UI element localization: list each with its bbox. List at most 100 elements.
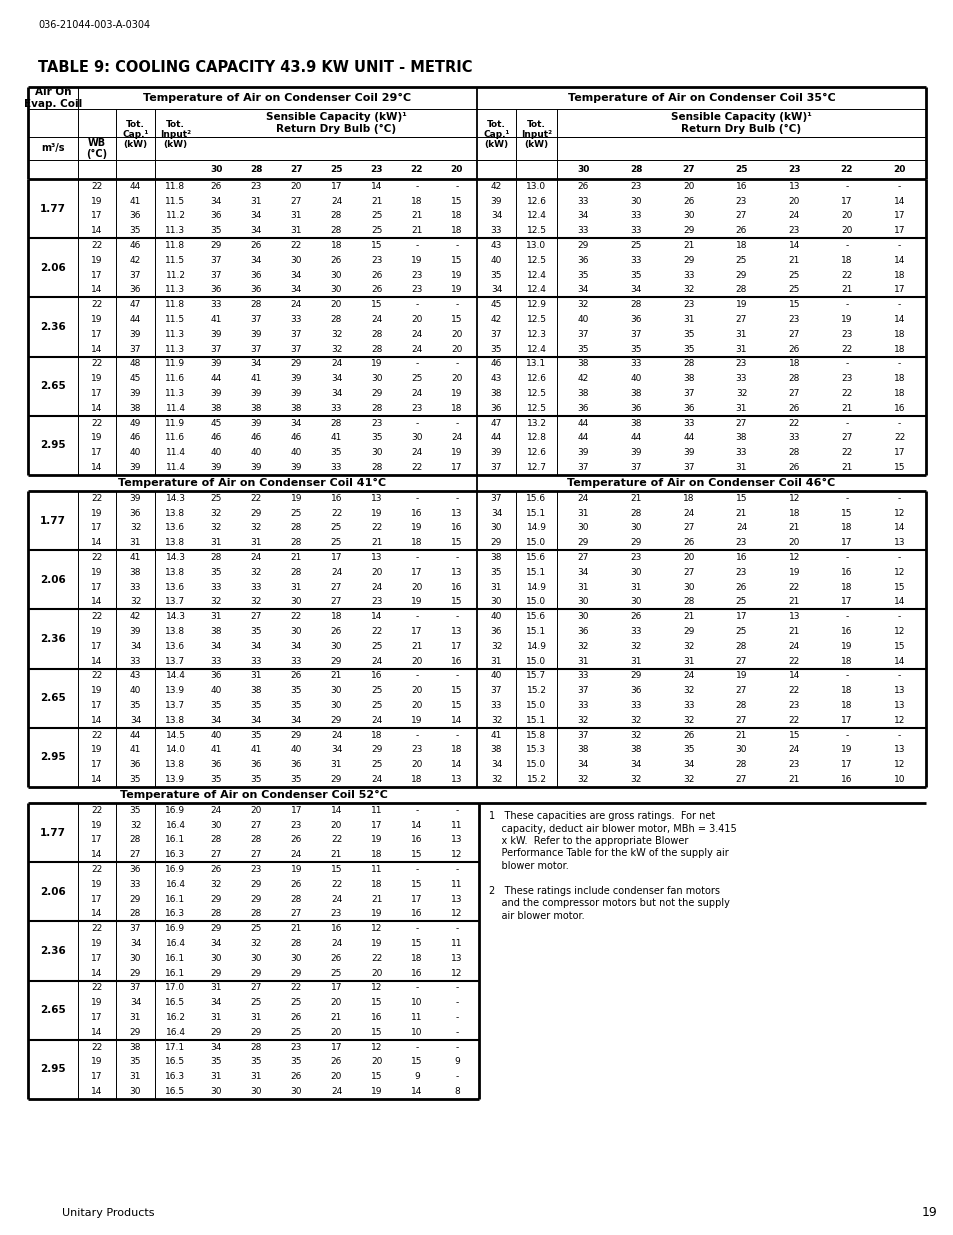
- Text: 18: 18: [371, 731, 382, 740]
- Text: 37: 37: [291, 345, 302, 353]
- Text: 33: 33: [630, 701, 641, 710]
- Text: 31: 31: [735, 345, 746, 353]
- Text: 37: 37: [577, 330, 589, 338]
- Text: 36: 36: [490, 627, 501, 636]
- Text: 26: 26: [331, 1057, 342, 1067]
- Text: 22: 22: [788, 716, 799, 725]
- Text: 13.8: 13.8: [165, 509, 186, 517]
- Text: 32: 32: [578, 300, 588, 309]
- Text: 37: 37: [210, 270, 222, 279]
- Text: 27: 27: [735, 776, 746, 784]
- Text: 14.9: 14.9: [526, 642, 546, 651]
- Text: 18: 18: [331, 241, 342, 251]
- Text: 30: 30: [682, 211, 694, 221]
- Text: 24: 24: [331, 939, 342, 948]
- Text: 19: 19: [91, 433, 103, 442]
- Text: 19: 19: [371, 939, 382, 948]
- Text: 33: 33: [630, 627, 641, 636]
- Text: 30: 30: [735, 746, 746, 755]
- Text: 17: 17: [841, 196, 852, 206]
- Text: 41: 41: [251, 746, 262, 755]
- Text: 11.8: 11.8: [165, 241, 186, 251]
- Text: 16.9: 16.9: [165, 924, 186, 934]
- Text: 27: 27: [682, 568, 694, 577]
- Text: -: -: [844, 613, 847, 621]
- Text: 33: 33: [577, 672, 589, 680]
- Text: 21: 21: [291, 553, 302, 562]
- Text: 38: 38: [577, 746, 589, 755]
- Text: 25: 25: [371, 226, 382, 236]
- Text: 28: 28: [331, 419, 342, 427]
- Text: 25: 25: [211, 494, 221, 503]
- Text: 32: 32: [211, 598, 221, 606]
- Text: 31: 31: [490, 657, 501, 666]
- Text: 31: 31: [251, 672, 262, 680]
- Text: 23: 23: [788, 701, 799, 710]
- Text: 10: 10: [411, 998, 422, 1008]
- Text: -: -: [897, 300, 901, 309]
- Text: 19: 19: [91, 509, 103, 517]
- Text: 13: 13: [893, 746, 904, 755]
- Text: 36: 36: [130, 761, 141, 769]
- Text: 42: 42: [491, 182, 501, 191]
- Text: 32: 32: [682, 642, 694, 651]
- Text: -: -: [897, 182, 901, 191]
- Text: 13: 13: [451, 568, 462, 577]
- Text: 36: 36: [130, 509, 141, 517]
- Text: 32: 32: [211, 524, 221, 532]
- Text: 11.2: 11.2: [165, 211, 185, 221]
- Text: 37: 37: [630, 463, 641, 472]
- Text: 35: 35: [130, 806, 141, 815]
- Text: 19: 19: [735, 672, 746, 680]
- Text: 32: 32: [682, 776, 694, 784]
- Text: 23: 23: [411, 404, 422, 412]
- Text: 39: 39: [130, 389, 141, 398]
- Text: Temperature of Air on Condenser Coil 52°C: Temperature of Air on Condenser Coil 52°…: [119, 790, 387, 800]
- Text: 28: 28: [682, 598, 694, 606]
- Text: 35: 35: [682, 330, 694, 338]
- Text: -: -: [844, 731, 847, 740]
- Text: 31: 31: [735, 463, 746, 472]
- Text: 29: 29: [682, 256, 694, 264]
- Text: 13: 13: [893, 687, 904, 695]
- Text: 15.0: 15.0: [526, 657, 546, 666]
- Text: 2.36: 2.36: [40, 322, 66, 332]
- Text: 19: 19: [411, 524, 422, 532]
- Text: 19: 19: [411, 256, 422, 264]
- Text: 20: 20: [411, 315, 422, 324]
- Text: 31: 31: [735, 404, 746, 412]
- Text: 17: 17: [291, 806, 302, 815]
- Text: 29: 29: [291, 968, 302, 978]
- Text: 2.06: 2.06: [40, 263, 66, 273]
- Text: 38: 38: [630, 746, 641, 755]
- Text: 15: 15: [331, 864, 342, 874]
- Text: 22: 22: [411, 463, 422, 472]
- Text: 25: 25: [788, 270, 799, 279]
- Text: Temperature of Air on Condenser Coil 29°C: Temperature of Air on Condenser Coil 29°…: [143, 93, 411, 103]
- Text: -: -: [897, 241, 901, 251]
- Text: 13: 13: [451, 627, 462, 636]
- Text: 27: 27: [735, 315, 746, 324]
- Text: 9: 9: [414, 1072, 419, 1082]
- Text: 13.8: 13.8: [165, 627, 186, 636]
- Text: 39: 39: [210, 359, 222, 368]
- Text: 33: 33: [291, 657, 302, 666]
- Text: 33: 33: [735, 374, 746, 383]
- Text: 36: 36: [251, 761, 262, 769]
- Text: 30: 30: [291, 627, 302, 636]
- Text: 15.1: 15.1: [526, 509, 546, 517]
- Text: 35: 35: [251, 701, 262, 710]
- Text: 13: 13: [451, 953, 462, 963]
- Text: -: -: [455, 1072, 458, 1082]
- Text: 23: 23: [630, 182, 641, 191]
- Text: 39: 39: [251, 389, 262, 398]
- Text: 29: 29: [251, 879, 262, 889]
- Text: 43: 43: [490, 241, 501, 251]
- Text: 35: 35: [130, 1057, 141, 1067]
- Text: 19: 19: [91, 568, 103, 577]
- Text: 17: 17: [91, 701, 103, 710]
- Text: 23: 23: [788, 761, 799, 769]
- Text: 14: 14: [893, 524, 904, 532]
- Text: 14: 14: [91, 345, 103, 353]
- Text: 33: 33: [331, 463, 342, 472]
